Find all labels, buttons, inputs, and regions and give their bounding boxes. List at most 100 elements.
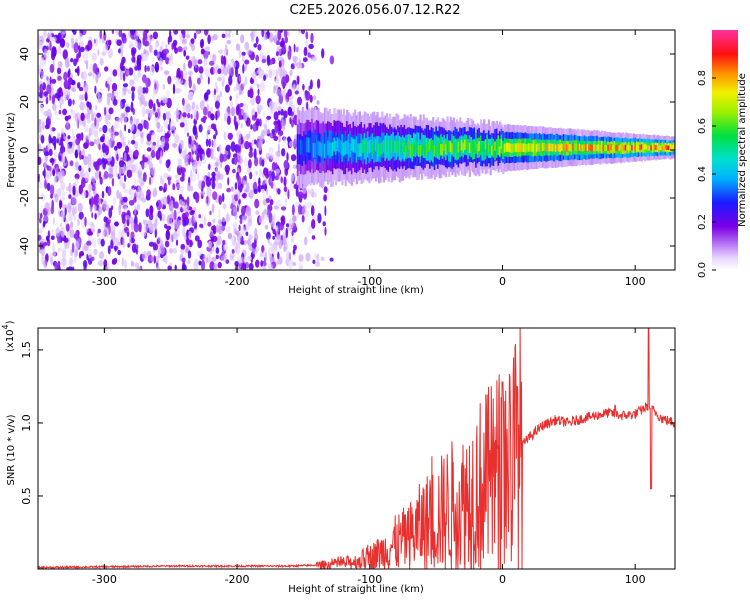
noise-speckle bbox=[57, 187, 62, 197]
noise-speckle bbox=[305, 40, 308, 48]
noise-speckle bbox=[176, 183, 180, 189]
noise-speckle bbox=[120, 65, 126, 72]
noise-speckle bbox=[244, 141, 250, 150]
noise-speckle bbox=[251, 31, 254, 41]
signal-band-cell bbox=[323, 143, 327, 158]
noise-speckle bbox=[123, 136, 127, 141]
signal-band-cell bbox=[554, 144, 557, 153]
noise-speckle bbox=[239, 102, 244, 108]
noise-speckle bbox=[136, 204, 139, 211]
noise-speckle bbox=[292, 215, 297, 223]
noise-speckle bbox=[262, 199, 267, 206]
noise-speckle bbox=[136, 30, 142, 37]
noise-speckle bbox=[242, 64, 245, 74]
signal-band-cell bbox=[612, 145, 615, 152]
noise-speckle bbox=[220, 161, 223, 169]
noise-speckle bbox=[225, 226, 231, 233]
noise-speckle bbox=[159, 246, 165, 255]
noise-speckle bbox=[243, 256, 247, 264]
noise-speckle bbox=[80, 94, 86, 100]
noise-speckle bbox=[85, 134, 91, 140]
noise-speckle bbox=[261, 58, 267, 64]
noise-speckle bbox=[129, 79, 135, 86]
noise-speckle bbox=[68, 211, 73, 222]
noise-speckle bbox=[106, 154, 113, 162]
noise-speckle bbox=[121, 257, 124, 267]
noise-speckle bbox=[97, 228, 101, 234]
noise-speckle bbox=[215, 86, 219, 94]
noise-speckle bbox=[211, 139, 214, 148]
signal-band-cell bbox=[545, 143, 548, 152]
signal-band-cell bbox=[653, 144, 656, 150]
noise-speckle bbox=[250, 55, 253, 61]
noise-speckle bbox=[211, 171, 216, 178]
noise-speckle bbox=[271, 170, 276, 182]
noise-speckle bbox=[302, 83, 305, 91]
signal-band-cell bbox=[343, 142, 346, 157]
signal-band-cell bbox=[473, 142, 476, 153]
noise-speckle bbox=[43, 215, 49, 222]
noise-speckle bbox=[247, 255, 253, 262]
x-tick-label: 0 bbox=[499, 573, 506, 586]
noise-speckle bbox=[102, 43, 108, 55]
signal-band-cell bbox=[400, 140, 403, 153]
x-tick-label: -100 bbox=[357, 275, 382, 288]
noise-speckle bbox=[66, 143, 70, 154]
noise-speckle bbox=[106, 93, 113, 98]
noise-speckle bbox=[308, 43, 314, 50]
noise-speckle bbox=[73, 206, 78, 214]
signal-band-cell bbox=[508, 143, 511, 153]
noise-speckle bbox=[242, 54, 245, 63]
signal-band-cell bbox=[572, 143, 575, 151]
noise-speckle bbox=[79, 150, 82, 160]
signal-band-cell bbox=[479, 141, 483, 151]
noise-speckle bbox=[309, 79, 313, 90]
noise-speckle bbox=[210, 106, 213, 113]
noise-speckle bbox=[245, 222, 251, 231]
noise-speckle bbox=[257, 88, 260, 96]
noise-speckle bbox=[137, 185, 142, 195]
noise-speckle bbox=[187, 182, 192, 192]
noise-speckle bbox=[85, 49, 89, 61]
noise-speckle bbox=[200, 224, 204, 229]
noise-speckle bbox=[126, 159, 132, 169]
noise-speckle bbox=[182, 97, 185, 106]
noise-speckle bbox=[289, 117, 292, 124]
noise-speckle bbox=[272, 228, 276, 235]
noise-speckle bbox=[283, 186, 288, 193]
noise-speckle bbox=[226, 40, 232, 45]
signal-band-cell bbox=[489, 145, 492, 155]
noise-speckle bbox=[51, 36, 57, 42]
noise-speckle bbox=[234, 261, 239, 267]
signal-band-cell bbox=[441, 144, 444, 155]
signal-band-cell bbox=[397, 141, 400, 154]
noise-speckle bbox=[230, 141, 236, 152]
noise-speckle bbox=[218, 195, 222, 205]
signal-band-cell bbox=[561, 143, 564, 151]
noise-speckle bbox=[64, 237, 69, 243]
noise-speckle bbox=[137, 86, 143, 95]
noise-speckle bbox=[174, 218, 180, 229]
signal-band-cell bbox=[446, 140, 449, 151]
signal-band-cell bbox=[647, 145, 650, 151]
noise-speckle bbox=[154, 61, 159, 73]
noise-speckle bbox=[185, 55, 190, 60]
noise-speckle bbox=[94, 213, 97, 220]
noise-speckle bbox=[210, 148, 214, 160]
noise-speckle bbox=[99, 198, 102, 206]
noise-speckle bbox=[259, 104, 263, 111]
noise-speckle bbox=[104, 66, 109, 72]
signal-band-cell bbox=[468, 142, 471, 153]
noise-speckle bbox=[181, 171, 185, 180]
signal-band-cell bbox=[304, 140, 307, 156]
noise-speckle bbox=[305, 210, 310, 218]
noise-speckle bbox=[296, 213, 299, 219]
noise-speckle bbox=[156, 128, 162, 133]
noise-speckle bbox=[186, 259, 191, 264]
signal-band-cell bbox=[366, 142, 370, 156]
noise-speckle bbox=[205, 46, 210, 51]
noise-speckle bbox=[203, 30, 209, 36]
signal-band-cell bbox=[515, 143, 518, 153]
noise-speckle bbox=[92, 62, 98, 74]
noise-speckle bbox=[72, 99, 75, 105]
